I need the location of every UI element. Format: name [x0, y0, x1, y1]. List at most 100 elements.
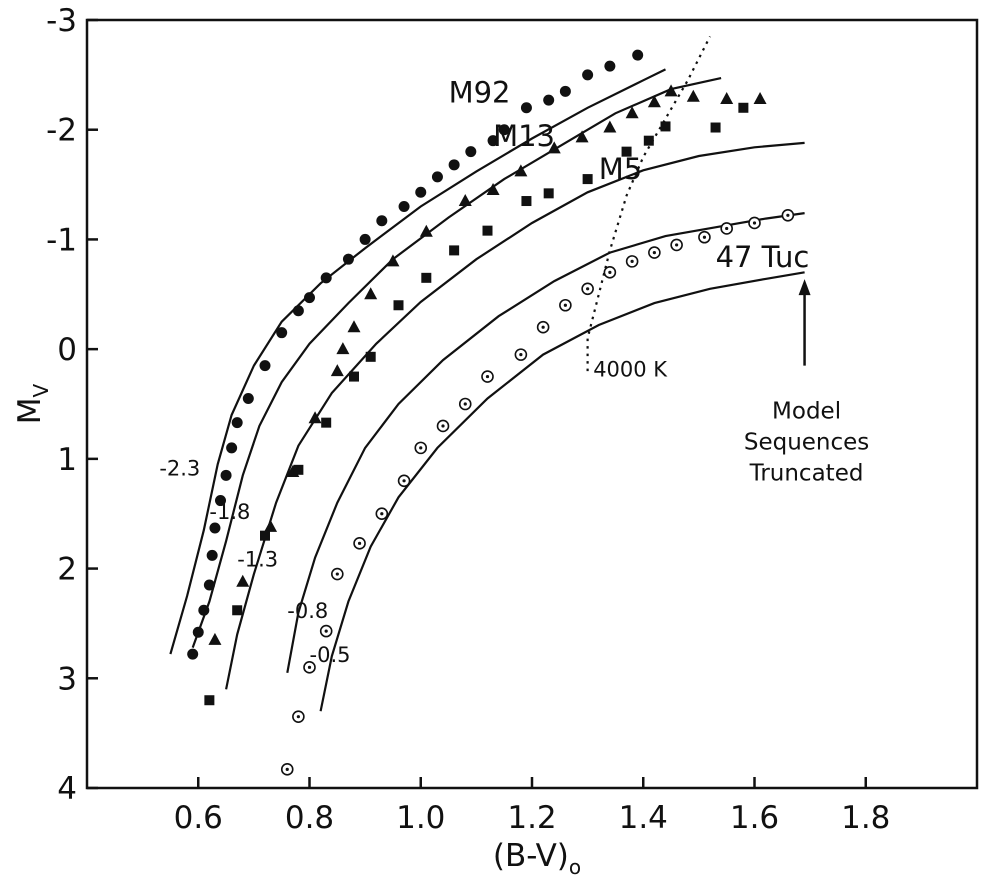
point-square: [482, 225, 493, 236]
point-triangle: [419, 224, 433, 237]
point-circle-dot-center: [335, 572, 339, 576]
point-circle: [320, 272, 332, 284]
point-square: [293, 464, 304, 475]
point-circle-dot-center: [725, 226, 729, 231]
point-circle-dot-center: [519, 353, 523, 357]
y-tick-label: 2: [57, 552, 77, 588]
point-circle: [359, 233, 371, 245]
y-tick-label: -3: [46, 3, 77, 39]
point-square: [393, 300, 404, 311]
point-circle: [242, 393, 254, 405]
point-triangle: [486, 183, 500, 196]
point-circle-dot-center: [563, 303, 567, 307]
point-circle-dot-center: [441, 424, 445, 428]
point-triangle: [347, 320, 361, 333]
point-circle: [220, 469, 232, 481]
point-circle-dot-center: [608, 270, 612, 274]
point-square: [349, 371, 359, 382]
point-circle-dot-center: [324, 629, 328, 633]
point-triangle: [547, 141, 561, 154]
x-axis-label-subscript: o: [569, 855, 581, 879]
point-circle: [276, 327, 288, 339]
y-tick-label: 4: [57, 771, 77, 807]
point-triangle: [720, 91, 734, 104]
point-circle-dot-center: [380, 512, 384, 516]
point-square: [738, 102, 749, 113]
data-points: [187, 49, 795, 776]
x-tick-label: 0.8: [285, 800, 334, 836]
y-tick-label: -2: [46, 113, 77, 149]
point-circle-dot-center: [630, 259, 634, 263]
point-triangle: [386, 254, 400, 267]
point-triangle: [575, 130, 589, 143]
point-circle: [632, 49, 644, 61]
arrow-head: [798, 279, 811, 296]
point-circle: [582, 69, 594, 81]
metallicity-label: -0.8: [287, 599, 328, 623]
point-circle-dot-center: [296, 715, 300, 719]
point-circle: [448, 159, 460, 171]
isotherm-label: 4000 K: [593, 358, 668, 382]
point-circle-dot-center: [485, 374, 490, 379]
point-circle: [487, 135, 499, 147]
cluster-label: M5: [599, 152, 642, 186]
model-sequence-line: [169, 68, 666, 655]
x-tick-label: 1.0: [396, 800, 445, 836]
point-triangle: [330, 364, 344, 377]
point-square: [582, 174, 593, 185]
point-square: [204, 695, 215, 706]
point-circle: [498, 124, 510, 136]
point-circle-dot-center: [702, 235, 707, 239]
point-triangle: [364, 287, 378, 300]
point-circle: [198, 604, 210, 616]
model-sequence-line: [225, 141, 805, 690]
y-axis-label-subscript: V: [29, 383, 53, 397]
point-triangle: [603, 120, 617, 133]
point-circle-dot-center: [402, 479, 406, 483]
point-circle: [209, 522, 221, 534]
y-tick-label: 1: [57, 442, 77, 478]
point-circle-dot-center: [675, 243, 679, 247]
model-sequence-line: [191, 77, 722, 648]
cluster-label: M13: [493, 119, 555, 153]
point-circle: [559, 85, 571, 97]
isotherm-4000k-line: [586, 36, 711, 372]
cluster-label: M92: [449, 75, 511, 109]
point-circle: [376, 215, 388, 227]
point-circle: [215, 495, 226, 507]
point-square: [365, 351, 376, 362]
model-sequences: [169, 68, 805, 712]
x-axis-label: (B-V)o: [493, 838, 581, 879]
point-square: [449, 245, 460, 256]
y-tick-label: 3: [57, 661, 77, 697]
point-triangle: [625, 106, 639, 119]
point-circle: [203, 579, 215, 591]
x-tick-label: 1.8: [841, 800, 890, 836]
point-circle-dot-center: [541, 325, 545, 329]
point-triangle: [514, 164, 528, 177]
point-triangle: [458, 194, 472, 207]
point-circle-dot-center: [419, 446, 423, 450]
point-triangle: [236, 574, 250, 587]
point-square: [421, 272, 432, 283]
point-circle: [259, 360, 271, 372]
model-sequence-line: [286, 212, 805, 673]
point-square: [543, 188, 554, 199]
metallicity-label: -0.5: [310, 643, 351, 667]
point-circle: [431, 171, 443, 183]
metallicity-label: -2.3: [159, 456, 200, 480]
point-circle: [226, 442, 238, 454]
point-square: [643, 135, 654, 146]
point-circle: [304, 292, 315, 304]
point-circle-dot-center: [586, 287, 590, 291]
point-circle: [192, 626, 204, 638]
x-tick-label: 0.6: [174, 800, 223, 836]
point-square: [621, 146, 632, 157]
point-circle: [231, 417, 243, 429]
truncation-note-line: Sequences: [744, 430, 869, 456]
point-circle: [206, 549, 218, 561]
point-circle-dot-center: [752, 221, 757, 225]
point-circle: [543, 94, 555, 106]
point-circle-dot-center: [786, 213, 790, 217]
